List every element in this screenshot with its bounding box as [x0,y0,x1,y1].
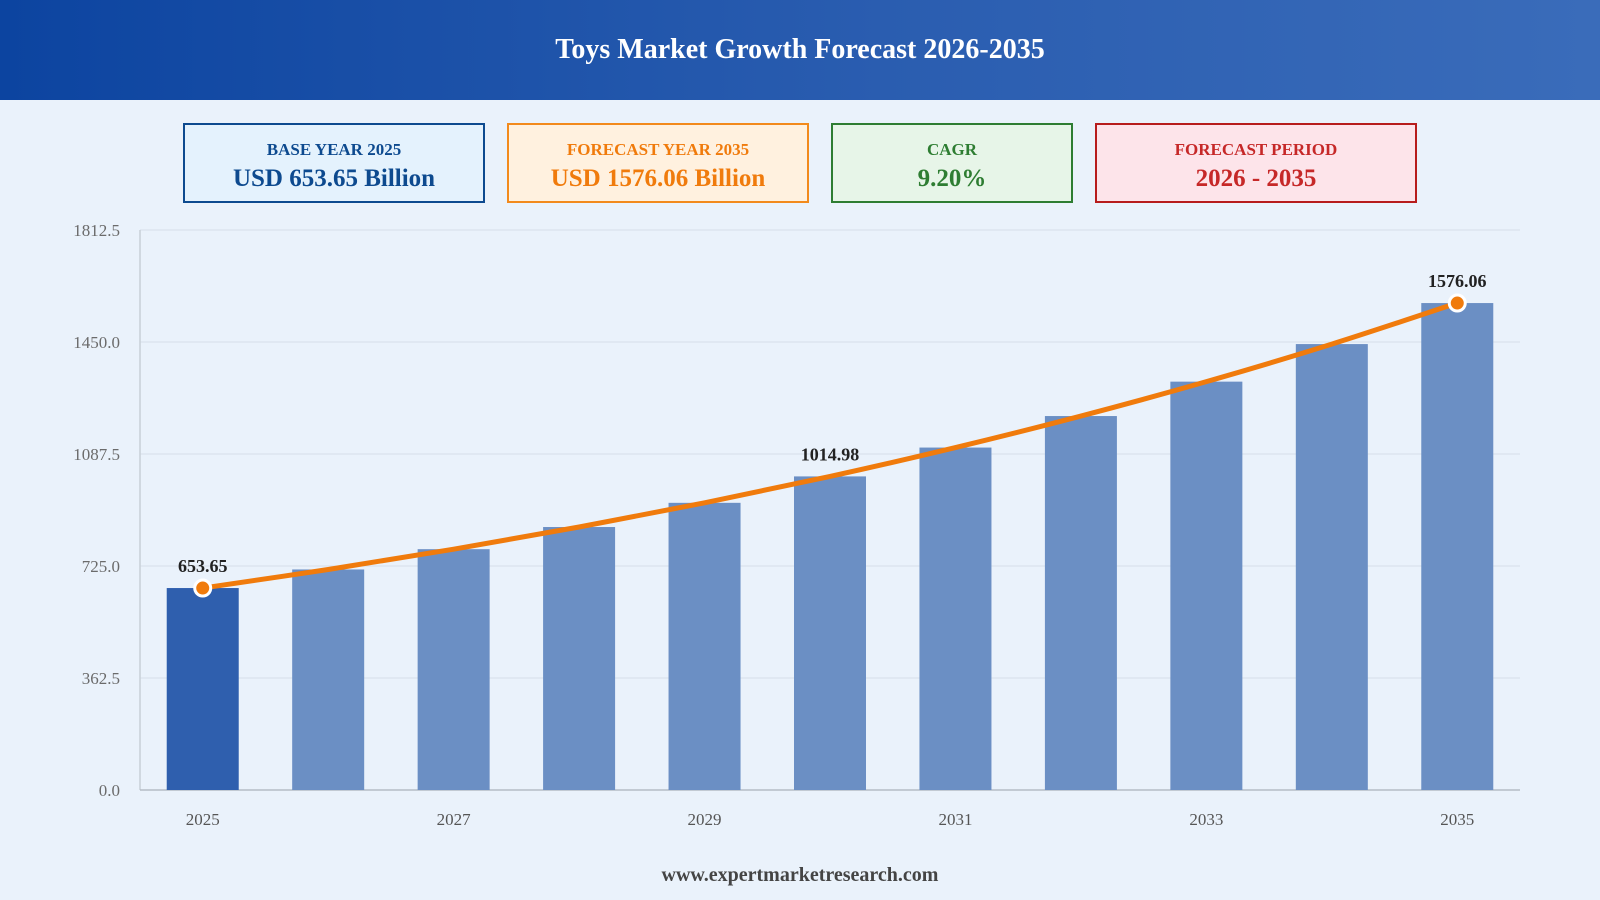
cagr-card: CAGR 9.20% [831,123,1073,203]
forecast-period-value: 2026 - 2035 [1195,165,1317,192]
header-banner: Toys Market Growth Forecast 2026-2035 [0,0,1600,100]
base-year-label: BASE YEAR 2025 [266,140,402,159]
forecast-period-label: FORECAST PERIOD [1174,140,1338,159]
x-tick-label: 2029 [688,810,722,829]
bar-2026 [292,569,365,790]
cagr-label: CAGR [926,140,978,159]
bar-2035 [1421,303,1494,790]
bar-2030 [794,476,866,790]
trend-marker [193,578,213,598]
forecast-period-card: FORECAST PERIOD 2026 - 2035 [1095,123,1417,203]
y-tick-label: 725.0 [82,557,120,576]
forecast-year-label: FORECAST YEAR 2035 [566,140,750,159]
data-label: 1014.98 [801,444,860,464]
y-tick-label: 1450.0 [73,333,120,352]
page-title: Toys Market Growth Forecast 2026-2035 [555,34,1045,65]
forecast-year-value: USD 1576.06 Billion [550,165,766,192]
trend-marker [1447,293,1467,313]
bar-2027 [417,549,490,790]
bar-2029 [668,502,741,790]
trend-line [200,300,1460,591]
y-tick-label: 362.5 [82,669,120,688]
data-label: 653.65 [178,556,228,576]
y-tick-label: 1087.5 [73,445,120,464]
bar-2032 [1044,416,1117,790]
base-year-value: USD 653.65 Billion [232,165,436,192]
base-year-card: BASE YEAR 2025 USD 653.65 Billion [183,123,485,203]
bar-2025 [166,588,239,790]
x-tick-label: 2031 [938,810,972,829]
footer-website: www.expertmarketresearch.com [661,864,939,886]
y-tick-label: 1812.5 [73,221,120,240]
cagr-value: 9.20% [917,165,987,192]
data-label: 1576.06 [1428,271,1487,291]
bar-2034 [1295,344,1368,790]
bar-2028 [543,527,616,790]
x-tick-label: 2035 [1440,810,1474,829]
bar-2031 [919,447,992,790]
forecast-year-card: FORECAST YEAR 2035 USD 1576.06 Billion [507,123,809,203]
x-tick-label: 2033 [1189,810,1223,829]
x-tick-label: 2027 [437,810,472,829]
bar-2033 [1170,381,1243,790]
x-tick-label: 2025 [186,810,220,829]
y-tick-label: 0.0 [99,781,120,800]
